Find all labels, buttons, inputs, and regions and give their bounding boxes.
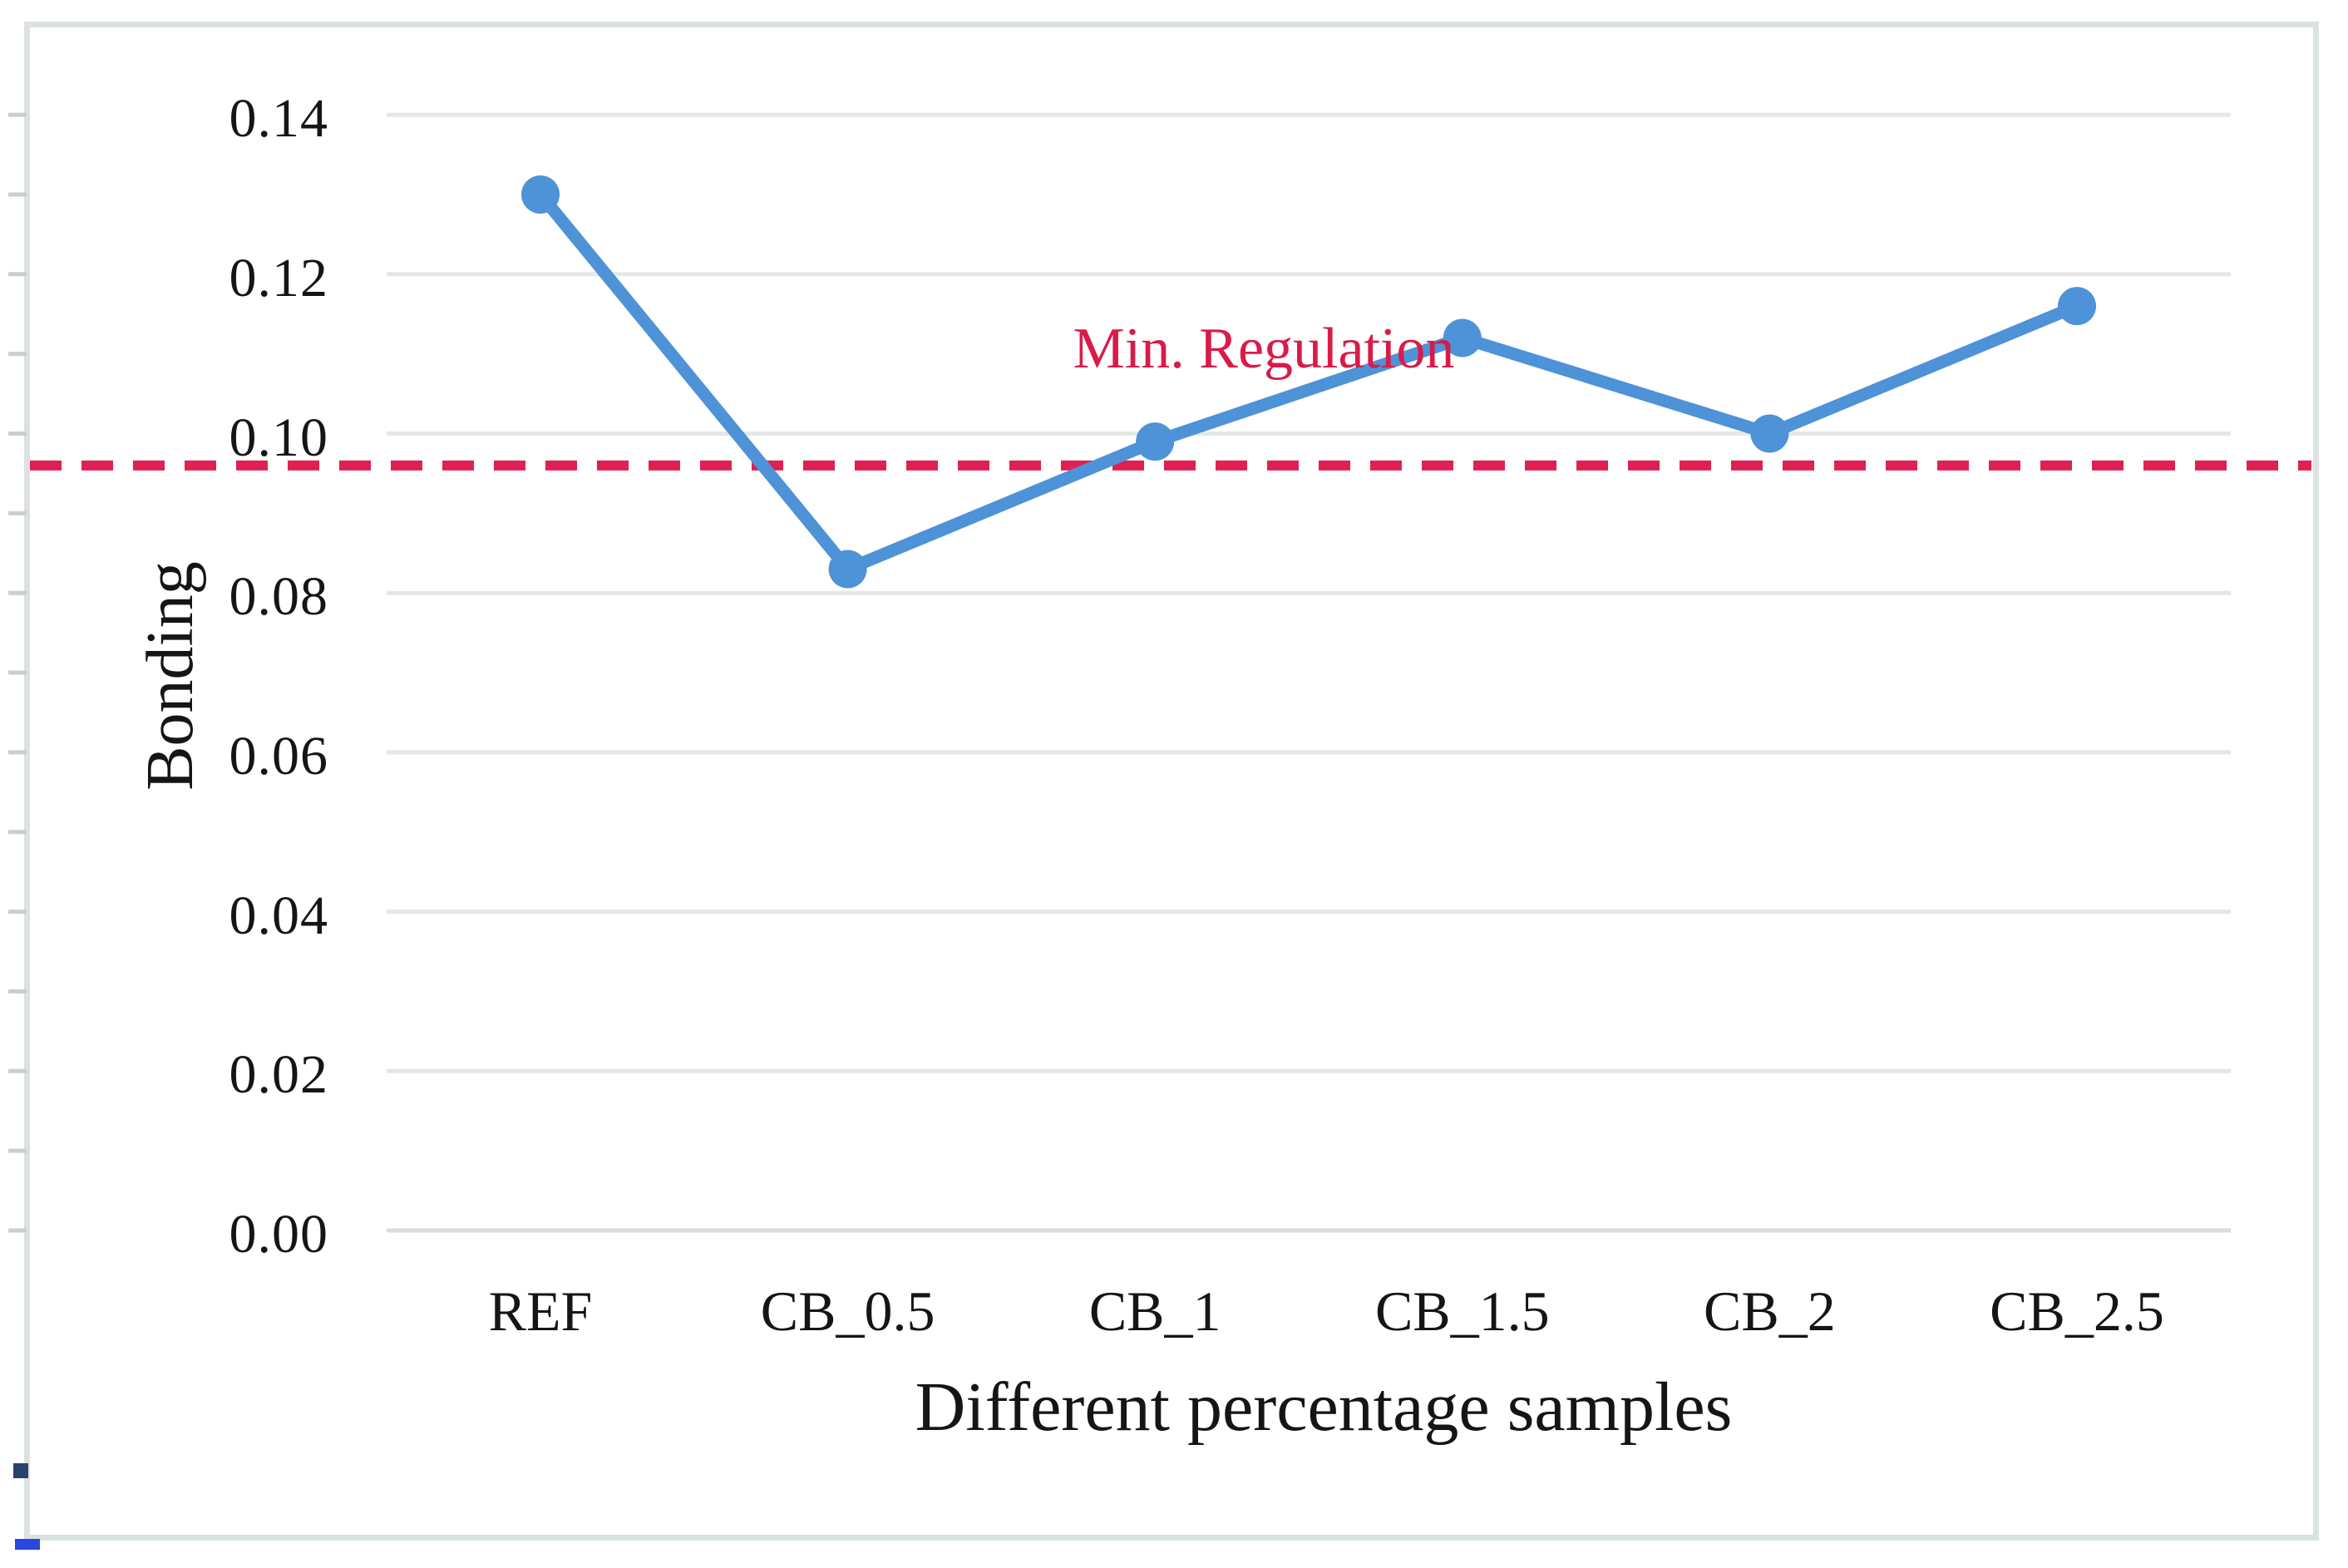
min-regulation-label: Min. Regulation [1073, 317, 1455, 381]
x-category-label: CB_0.5 [760, 1280, 935, 1343]
y-tick-label: 0.12 [229, 247, 328, 308]
y-tick-label: 0.02 [229, 1044, 328, 1106]
blue-bar-artifact [15, 1539, 40, 1550]
y-tick-label: 0.06 [229, 725, 328, 786]
x-category-label: CB_1.5 [1374, 1280, 1550, 1343]
x-category-label: REF [488, 1280, 593, 1343]
bonding-series-markers [521, 175, 2096, 589]
x-category-label: CB_2.5 [1990, 1280, 2164, 1343]
blue-square-artifact [13, 1463, 28, 1478]
bonding-series-line [534, 188, 2084, 575]
y-tick-label: 0.10 [229, 407, 328, 468]
gridlines [387, 112, 2231, 1233]
y-axis-ticks [8, 112, 27, 1233]
x-category-label: CB_1 [1088, 1280, 1221, 1343]
y-tick-label: 0.08 [229, 566, 328, 628]
y-tick-label: 0.14 [229, 88, 328, 150]
x-axis-title: Different percentage samples [915, 1368, 1733, 1446]
y-axis-title: Bonding [134, 561, 207, 791]
y-tick-label: 0.04 [229, 885, 328, 946]
chart-frame [24, 22, 2319, 1541]
y-tick-label: 0.00 [229, 1204, 328, 1265]
x-category-label: CB_2 [1704, 1280, 1836, 1343]
